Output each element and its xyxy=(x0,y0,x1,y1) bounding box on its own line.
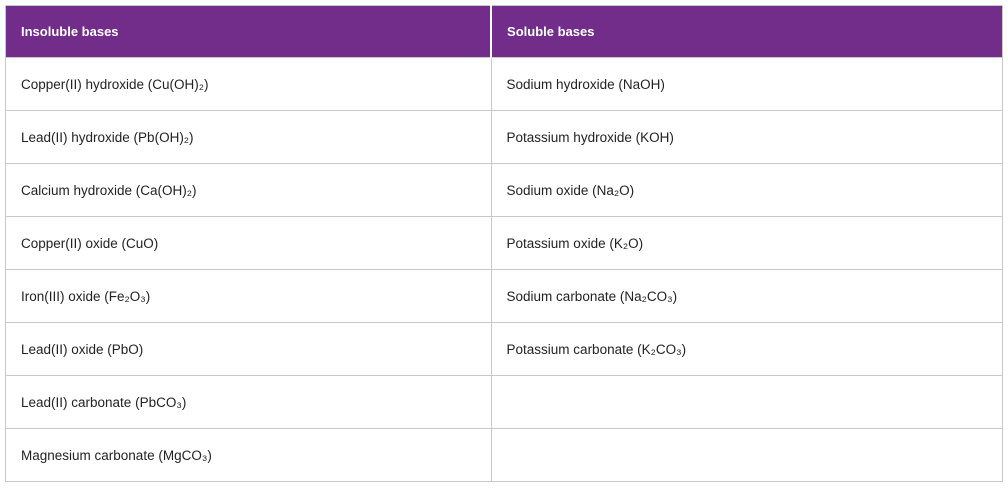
cell-soluble-base xyxy=(491,428,1003,482)
cell-soluble-base: Potassium hydroxide (KOH) xyxy=(491,110,1003,164)
cell-insoluble-base: Copper(II) oxide (CuO) xyxy=(5,216,492,270)
cell-soluble-base xyxy=(491,375,1003,429)
cell-insoluble-base: Iron(III) oxide (Fe₂O₃) xyxy=(5,269,492,323)
cell-soluble-base: Sodium hydroxide (NaOH) xyxy=(491,57,1003,111)
cell-insoluble-base: Lead(II) hydroxide (Pb(OH)₂) xyxy=(5,110,492,164)
cell-insoluble-base: Lead(II) carbonate (PbCO₃) xyxy=(5,375,492,429)
cell-insoluble-base: Lead(II) oxide (PbO) xyxy=(5,322,492,376)
cell-soluble-base: Potassium oxide (K₂O) xyxy=(491,216,1003,270)
bases-table: Insoluble bases Soluble bases Copper(II)… xyxy=(5,5,1003,482)
table-row: Iron(III) oxide (Fe₂O₃) Sodium carbonate… xyxy=(5,269,1003,323)
column-header-soluble-bases: Soluble bases xyxy=(491,5,1003,58)
table-row: Calcium hydroxide (Ca(OH)₂) Sodium oxide… xyxy=(5,163,1003,217)
cell-soluble-base: Sodium oxide (Na₂O) xyxy=(491,163,1003,217)
header-row: Insoluble bases Soluble bases xyxy=(5,5,1003,58)
cell-soluble-base: Sodium carbonate (Na₂CO₃) xyxy=(491,269,1003,323)
cell-insoluble-base: Magnesium carbonate (MgCO₃) xyxy=(5,428,492,482)
table-row: Lead(II) hydroxide (Pb(OH)₂) Potassium h… xyxy=(5,110,1003,164)
table-row: Lead(II) carbonate (PbCO₃) xyxy=(5,375,1003,429)
table-row: Lead(II) oxide (PbO) Potassium carbonate… xyxy=(5,322,1003,376)
table-row: Magnesium carbonate (MgCO₃) xyxy=(5,428,1003,482)
cell-soluble-base: Potassium carbonate (K₂CO₃) xyxy=(491,322,1003,376)
cell-insoluble-base: Calcium hydroxide (Ca(OH)₂) xyxy=(5,163,492,217)
table-row: Copper(II) oxide (CuO) Potassium oxide (… xyxy=(5,216,1003,270)
column-header-insoluble-bases: Insoluble bases xyxy=(5,5,493,58)
table-row: Copper(II) hydroxide (Cu(OH)₂) Sodium hy… xyxy=(5,57,1003,111)
cell-insoluble-base: Copper(II) hydroxide (Cu(OH)₂) xyxy=(5,57,492,111)
